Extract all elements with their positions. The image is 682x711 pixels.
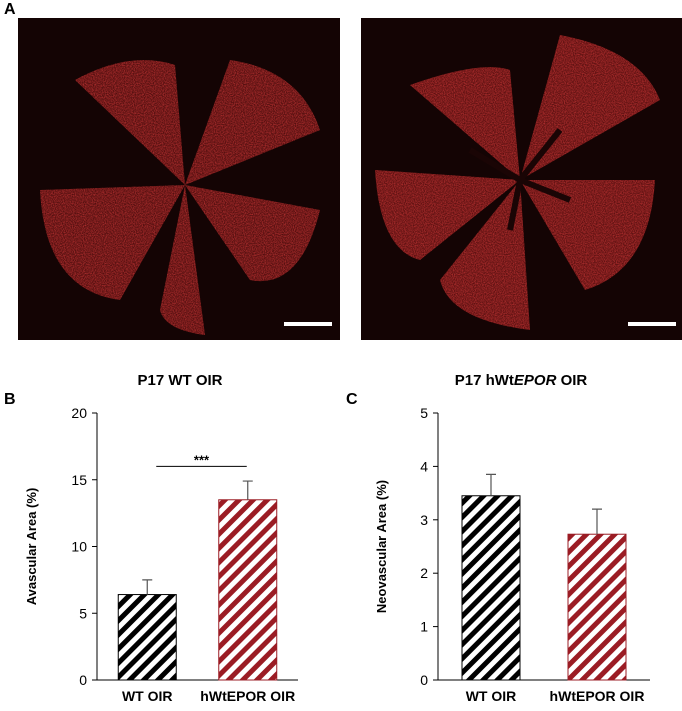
y-tick-label: 3 [420,512,428,528]
y-tick-label: 4 [420,458,428,474]
caption-text: OIR [556,372,587,389]
error-bar [486,473,496,496]
caption-text: EPOR [514,372,557,389]
bar [218,499,278,681]
y-axis-label: Avascular Area (%) [24,488,39,606]
image-caption: P17 hWtEPOR OIR [455,372,588,389]
bar [567,533,627,681]
y-axis-label: Neovascular Area (%) [374,480,389,613]
bar [117,594,177,681]
retina-image [361,18,682,340]
significance-label: *** [194,452,210,467]
x-tick-label: WT OIR [466,688,517,704]
retina-image [18,18,340,340]
bar [461,495,521,681]
y-tick-label: 1 [420,619,428,635]
error-bar [592,508,602,535]
y-tick-label: 20 [71,405,87,421]
x-tick-label: hWtEPOR OIR [200,688,295,704]
image-caption: P17 WT OIR [137,372,222,389]
y-tick-label: 0 [79,672,87,688]
y-tick-label: 5 [420,405,428,421]
y-tick-label: 0 [420,672,428,688]
caption-text: P17 WT OIR [137,372,222,389]
panel-label: B [4,391,16,408]
error-bar [142,579,153,595]
y-tick-label: 10 [71,539,87,555]
error-bar [242,480,253,500]
panel-label: C [346,391,358,408]
y-tick-label: 15 [71,472,87,488]
caption-text: P17 hWt [455,372,514,389]
y-tick-label: 5 [79,605,87,621]
x-tick-label: hWtEPOR OIR [550,688,645,704]
x-tick-label: WT OIR [122,688,173,704]
y-tick-label: 2 [420,565,428,581]
panel-label: A [4,1,16,18]
